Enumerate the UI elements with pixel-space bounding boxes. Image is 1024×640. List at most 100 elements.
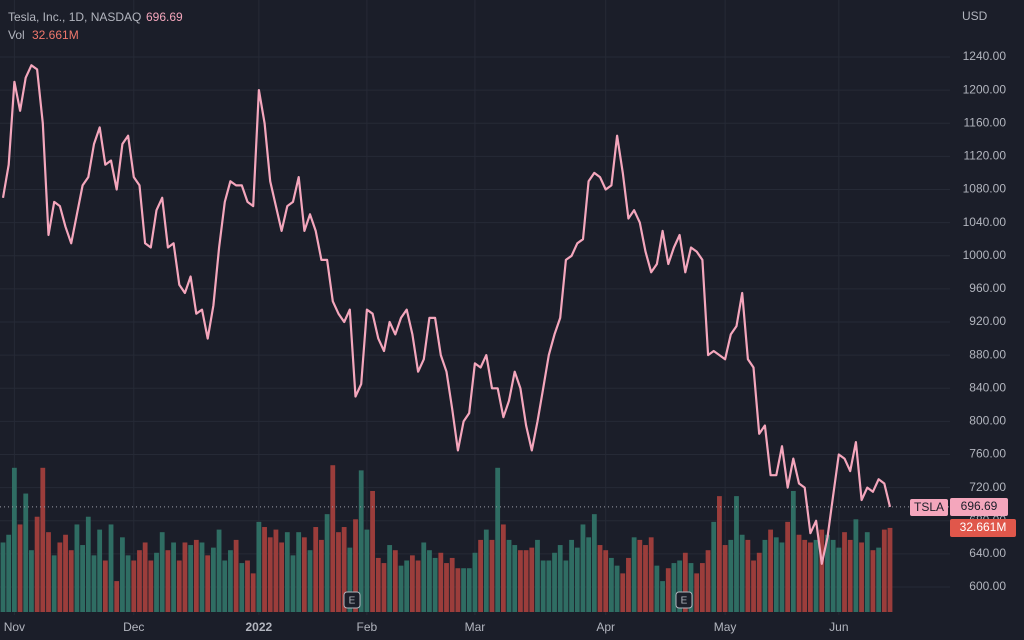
volume-bar xyxy=(432,557,438,612)
y-tick-label: 1080.00 xyxy=(963,182,1007,196)
volume-bar xyxy=(790,490,796,612)
volume-bar xyxy=(461,568,466,612)
volume-bar xyxy=(210,547,216,612)
volume-bar xyxy=(722,545,728,612)
y-tick-label: 1200.00 xyxy=(963,82,1007,96)
volume-bar xyxy=(626,557,631,612)
y-tick-label: 1000.00 xyxy=(963,248,1007,262)
x-tick-label: Apr xyxy=(596,620,615,634)
volume-bar xyxy=(97,529,103,612)
volume-bar xyxy=(483,529,489,612)
volume-bar xyxy=(688,563,694,612)
y-tick-label: 840.00 xyxy=(969,380,1006,394)
volume-bar xyxy=(262,527,267,612)
volume-bar xyxy=(842,532,847,612)
volume-bar xyxy=(756,552,762,612)
volume-bar xyxy=(34,516,40,612)
volume-bar xyxy=(728,539,734,612)
volume-bar xyxy=(63,534,68,612)
volume-bar xyxy=(802,539,808,612)
volume-bar xyxy=(216,529,222,612)
volume-bar xyxy=(176,560,182,612)
volume-bar xyxy=(273,529,279,612)
volume-bar xyxy=(438,552,444,612)
volume-bar xyxy=(102,560,108,612)
volume-bar xyxy=(193,539,199,612)
volume-bar xyxy=(773,537,779,612)
volume-bar xyxy=(643,545,648,612)
volume-bar xyxy=(546,560,552,612)
y-tick-label: 1040.00 xyxy=(963,215,1007,229)
y-tick-label: 1120.00 xyxy=(964,149,1007,163)
volume-bar xyxy=(694,573,700,612)
volume-bar xyxy=(557,545,563,612)
svg-text:E: E xyxy=(681,596,688,607)
volume-value: 32.661M xyxy=(32,28,79,42)
x-tick-label: Dec xyxy=(123,620,144,634)
earnings-marker: E E xyxy=(343,591,693,609)
volume-bar xyxy=(813,539,819,612)
volume-bar xyxy=(267,537,273,612)
plot xyxy=(0,64,950,565)
volume-bar xyxy=(512,545,518,612)
chart-title: Tesla, Inc., 1D, NASDAQ xyxy=(8,10,141,24)
volume-bar xyxy=(529,547,535,612)
volume-bar xyxy=(347,547,353,612)
volume-bar xyxy=(614,565,620,612)
volume-bar xyxy=(500,524,506,612)
volume-bar xyxy=(523,550,529,612)
volume-bar xyxy=(171,542,176,612)
volume-bar xyxy=(284,532,290,612)
volume-bar xyxy=(779,542,785,612)
volume-bar xyxy=(591,514,597,612)
volume-bar xyxy=(603,550,609,612)
volume-bar xyxy=(313,527,319,612)
volume-bar xyxy=(472,552,478,612)
volume-bar xyxy=(80,545,86,612)
volume-bar xyxy=(279,542,285,612)
volume-bar xyxy=(341,527,347,612)
volume-bar xyxy=(205,555,211,612)
volume-bar xyxy=(142,542,148,612)
volume-bar xyxy=(620,573,626,612)
volume-bar xyxy=(819,529,825,612)
volume-bar xyxy=(444,563,449,612)
volume-bar xyxy=(336,532,341,612)
volume-bar xyxy=(301,537,307,612)
volume-bar xyxy=(574,547,580,612)
volume-bar xyxy=(745,539,751,612)
volume-bar xyxy=(427,550,432,612)
volume-bar xyxy=(455,568,461,612)
volume-bar xyxy=(74,524,80,612)
volume-bar xyxy=(421,542,427,612)
volume-bar xyxy=(358,470,364,612)
volume-bar xyxy=(46,532,51,612)
volume-bar xyxy=(637,539,643,612)
volume-bar xyxy=(830,539,836,612)
volume-bar xyxy=(796,534,802,612)
volume-bar xyxy=(330,465,336,612)
y-tick-label: 880.00 xyxy=(969,347,1006,361)
volume-bar xyxy=(495,467,501,612)
y-tick-label: 1240.00 xyxy=(963,49,1007,63)
volume-bar xyxy=(29,550,34,612)
volume-bar xyxy=(785,521,791,612)
x-tick-label: May xyxy=(714,620,737,634)
volume-bar xyxy=(114,581,120,612)
volume-bar xyxy=(398,565,404,612)
volume-bar xyxy=(489,539,495,612)
volume-bar xyxy=(671,563,677,612)
y-tick-label: 760.00 xyxy=(969,447,1006,461)
volume-tag xyxy=(950,519,1016,537)
volume-bar xyxy=(256,521,262,612)
volume-bar xyxy=(6,534,12,612)
volume-bar xyxy=(120,537,125,612)
volume-bar xyxy=(449,557,455,612)
volume-bar xyxy=(711,521,717,612)
volume-bar xyxy=(751,560,756,612)
volume-bar xyxy=(296,532,302,612)
volume-bar xyxy=(864,532,870,612)
volume-bar xyxy=(705,550,711,612)
volume-bar xyxy=(222,560,228,612)
